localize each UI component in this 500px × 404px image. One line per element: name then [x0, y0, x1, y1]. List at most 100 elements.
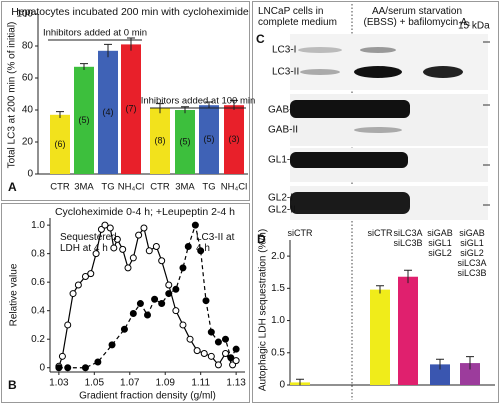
band-label: GL2-II: [268, 205, 296, 216]
data-point: [197, 247, 205, 255]
data-point: [64, 364, 72, 372]
data-point: [158, 300, 166, 308]
data-point: [193, 347, 201, 355]
band-label: LC3-I: [272, 45, 296, 56]
panel-letter: D: [257, 232, 266, 246]
data-point: [151, 295, 159, 303]
bar: [398, 276, 418, 385]
chart-title: Hepatocytes incubated 200 min with cyclo…: [11, 6, 249, 18]
data-point: [94, 358, 102, 366]
x-tick-label: 1.13: [226, 378, 246, 389]
bar: [74, 66, 94, 174]
y-tick-label: 0.8: [31, 248, 45, 259]
data-point: [69, 290, 77, 298]
error-bar: [205, 101, 213, 109]
x-tick-label: 1.05: [85, 378, 105, 389]
y-tick-label: 0: [39, 362, 45, 373]
data-point: [222, 335, 229, 343]
data-point: [92, 250, 100, 258]
band-label: GAB-I: [268, 105, 295, 116]
y-tick-label: 0: [27, 169, 33, 180]
x-tick-label: siLC3A siLC3B: [393, 228, 423, 248]
band-label: GL2-I: [268, 193, 293, 204]
y-tick-label: 60: [22, 73, 34, 84]
x-tick-label: 3MA: [74, 182, 94, 193]
data-point: [158, 257, 166, 265]
group-label: Inhibitors added at 100 min: [141, 96, 256, 107]
x-tick-label: 1.07: [120, 378, 140, 389]
band: [354, 66, 402, 78]
band-label: GL1-I: [268, 155, 293, 166]
data-point: [124, 264, 132, 272]
data-point: [232, 357, 240, 365]
error-bar: [436, 358, 444, 370]
error-bar: [376, 285, 384, 294]
bar: [460, 363, 480, 385]
y-tick-label: 0.4: [31, 305, 45, 316]
error-bar: [404, 269, 412, 284]
data-point: [227, 354, 235, 362]
y-tick-label: 20: [22, 137, 34, 148]
band: [300, 69, 340, 75]
blot-header: AA/serum starvation (EBSS) + bafilomycin…: [363, 6, 471, 28]
bar-count: (5): [204, 134, 215, 144]
data-point: [144, 311, 151, 319]
band: [290, 100, 410, 118]
data-point: [200, 349, 208, 357]
y-axis-label: Autophagic LDH sequestration (%/h): [258, 229, 269, 391]
bar: [430, 364, 450, 385]
data-point: [136, 300, 144, 308]
data-point: [152, 243, 160, 251]
data-point: [172, 307, 180, 315]
y-tick-label: 100: [16, 9, 33, 20]
band: [354, 127, 402, 133]
bar: [370, 289, 390, 385]
marker-label: 15 kDa: [458, 21, 490, 32]
data-point: [165, 281, 173, 289]
bar: [199, 105, 219, 174]
y-tick-label: 80: [22, 41, 34, 52]
error-bar: [56, 111, 64, 118]
data-point: [81, 364, 89, 372]
y-axis-label: Relative value: [9, 263, 20, 326]
error-bar: [466, 356, 474, 370]
group-label: Inhibitors added at 0 min: [43, 28, 147, 39]
bar-count: (7): [126, 104, 137, 114]
y-tick-label: 2.0: [271, 251, 285, 262]
y-tick-label: 0.6: [31, 277, 45, 288]
data-point: [165, 290, 173, 298]
bar-count: (8): [155, 136, 166, 146]
data-point: [110, 244, 118, 252]
y-tick-label: 0.2: [31, 334, 45, 345]
panel-letter: A: [8, 180, 17, 194]
y-tick-label: 40: [22, 105, 34, 116]
x-tick-label: 1.09: [155, 378, 175, 389]
blot: [290, 34, 490, 220]
error-bar: [80, 63, 88, 70]
data-point: [135, 231, 143, 239]
data-point: [129, 310, 137, 318]
data-point: [81, 272, 89, 280]
x-tick-label: 1.03: [49, 378, 69, 389]
y-tick-label: 1.5: [271, 283, 285, 294]
error-bar: [296, 378, 304, 386]
x-tick-label: 1.11: [191, 378, 210, 389]
data-point: [202, 297, 210, 305]
data-point: [179, 321, 187, 329]
data-point: [207, 328, 215, 336]
y-tick-label: 1.0: [271, 315, 285, 326]
bar-count: (4): [103, 107, 114, 117]
x-axis-label: Gradient fraction density (g/ml): [79, 391, 216, 402]
x-tick-label: siGAB siGL1 siGL2: [427, 228, 453, 258]
data-point: [101, 221, 109, 229]
band-label: LC3-II: [272, 67, 299, 78]
chart-title: Cycloheximide 0-4 h; +Leupeptin 2-4 h: [55, 206, 235, 218]
x-tick-label: NH₄Cl: [118, 182, 145, 193]
error-bar: [104, 43, 112, 58]
band: [290, 152, 408, 168]
data-point: [108, 341, 116, 349]
data-point: [184, 243, 192, 251]
data-point: [179, 264, 187, 272]
data-point: [106, 224, 114, 232]
